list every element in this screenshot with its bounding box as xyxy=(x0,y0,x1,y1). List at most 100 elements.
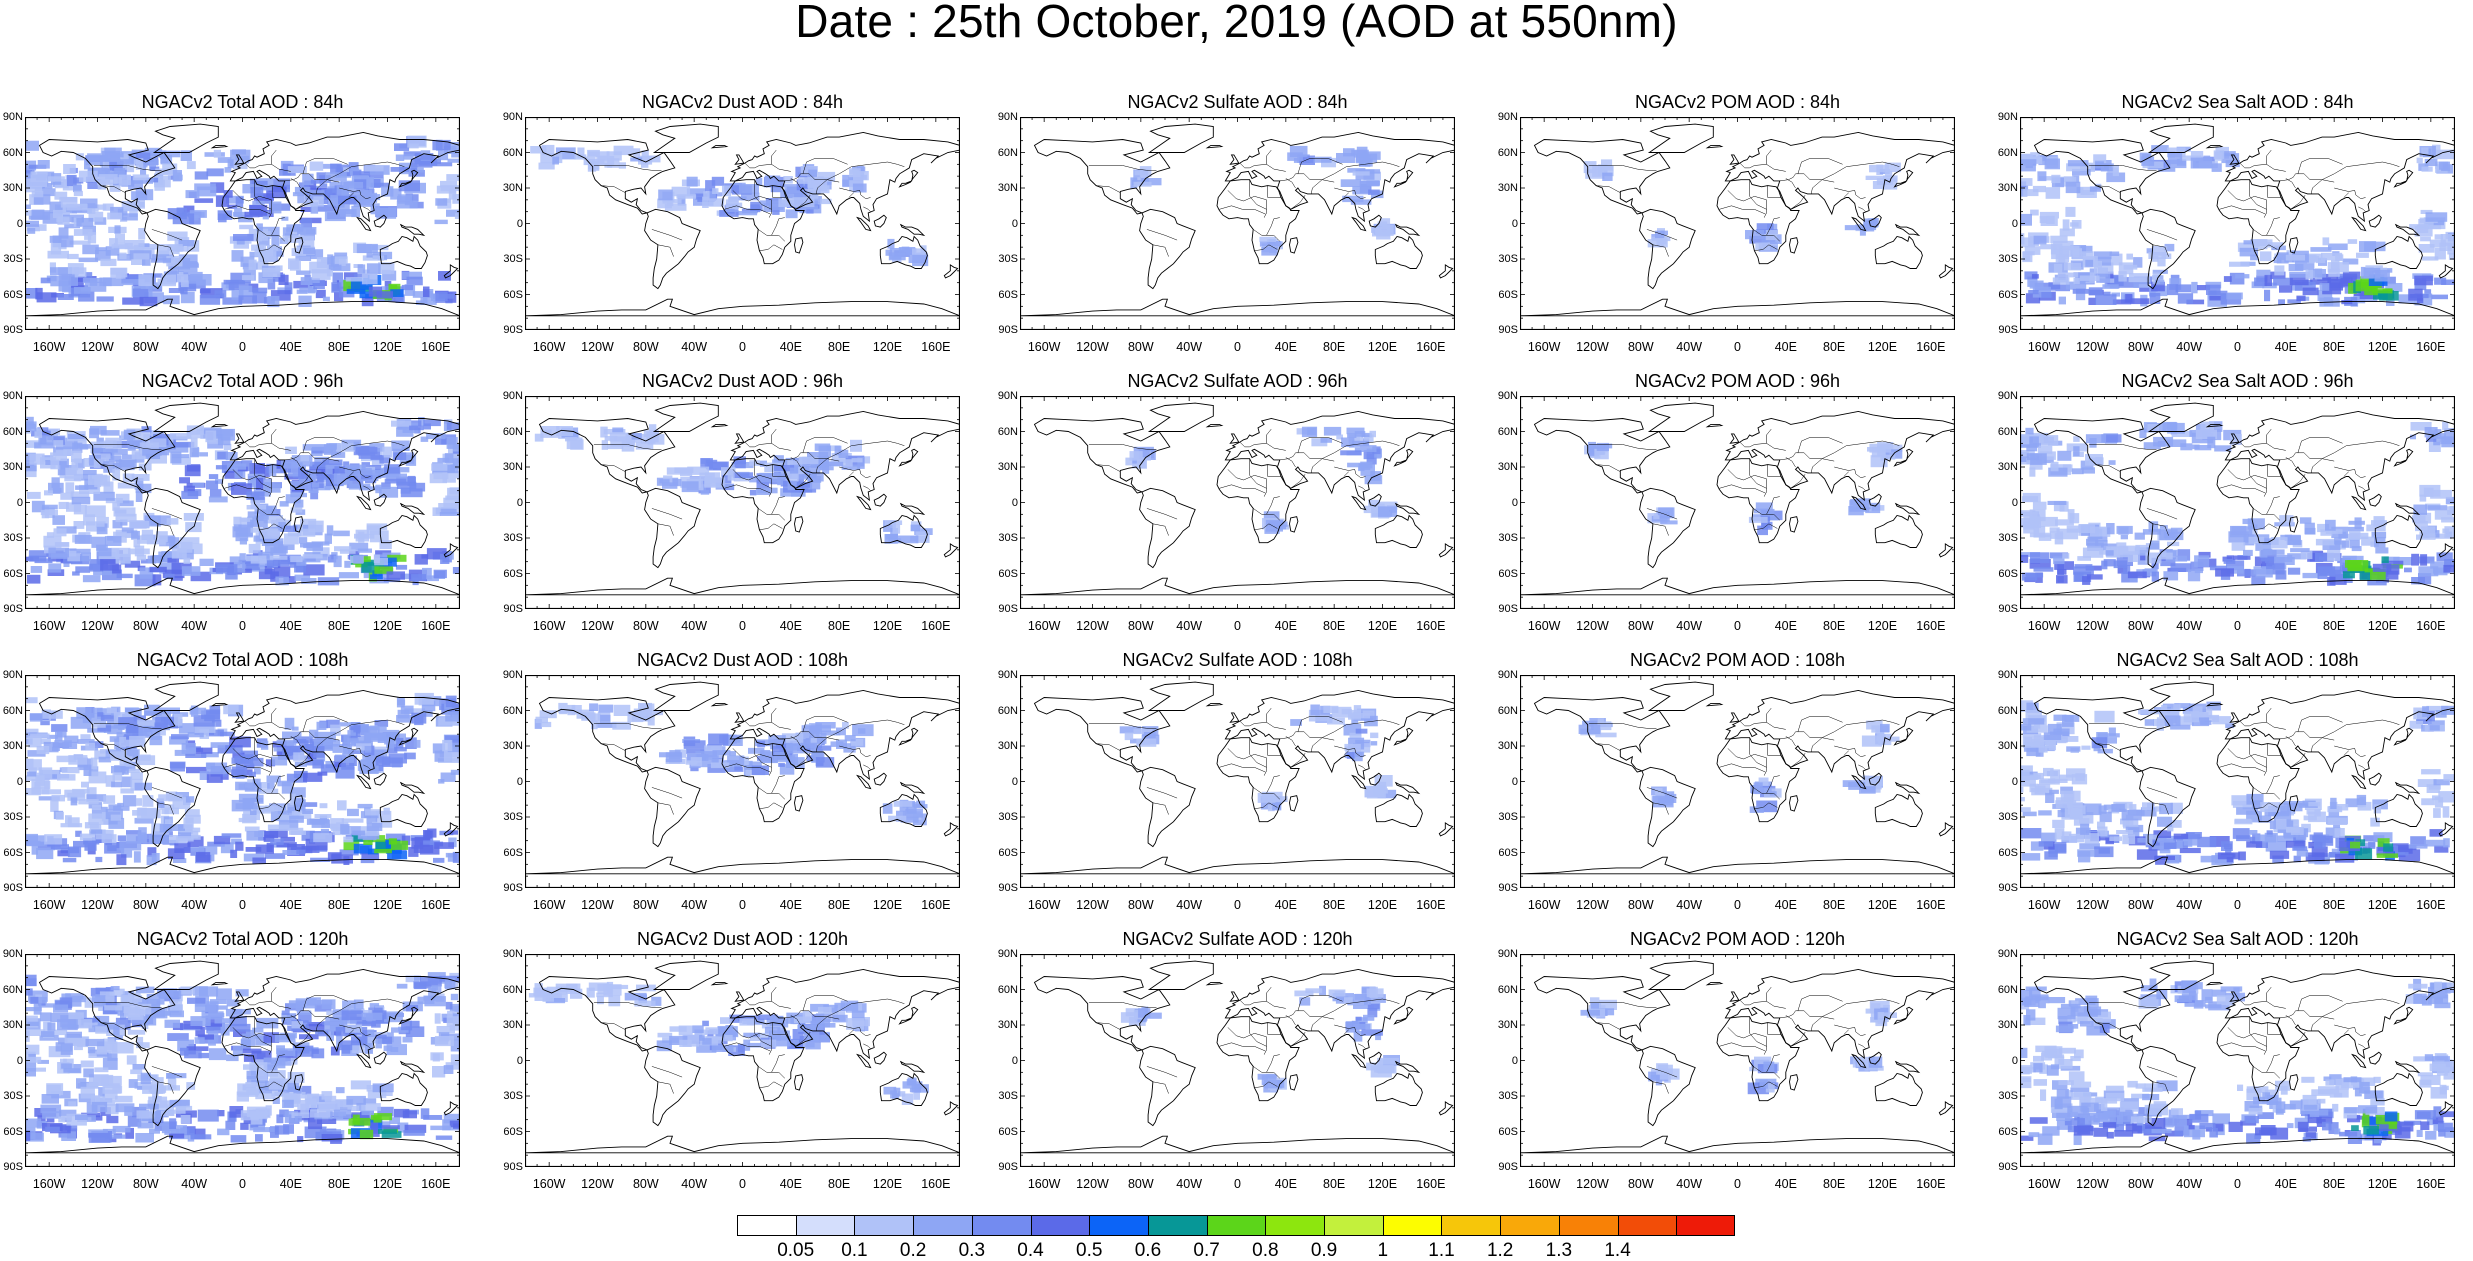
lon-tick-label: 160E xyxy=(1909,1178,1953,1190)
lat-tick-label: 60N xyxy=(499,427,523,438)
lon-tick-label: 120E xyxy=(1861,899,1905,911)
lon-tick-label: 0 xyxy=(221,341,265,353)
world-map xyxy=(525,117,960,330)
lon-tick-label: 120W xyxy=(1571,1178,1615,1190)
lat-tick-label: 60N xyxy=(1994,985,2018,996)
colorbar-swatch xyxy=(796,1215,855,1236)
lat-tick-label: 60N xyxy=(0,706,23,717)
lat-tick-label: 60S xyxy=(994,848,1018,859)
lon-tick-label: 40E xyxy=(1264,899,1308,911)
lon-tick-label: 40W xyxy=(672,620,716,632)
lat-tick-label: 60S xyxy=(1494,290,1518,301)
lon-tick-label: 0 xyxy=(721,620,765,632)
lon-tick-label: 80W xyxy=(624,620,668,632)
lat-tick-label: 90S xyxy=(499,1162,523,1173)
lat-tick-label: 60N xyxy=(0,427,23,438)
lat-tick-label: 30S xyxy=(0,812,23,823)
map-plot xyxy=(2020,675,2455,888)
map-plot xyxy=(25,675,460,888)
lon-tick-label: 80E xyxy=(317,620,361,632)
lat-tick-label: 60N xyxy=(499,706,523,717)
panel-title: NGACv2 Total AOD : 84h xyxy=(25,93,460,111)
lon-tick-label: 40E xyxy=(2264,899,2308,911)
lon-tick-label: 40W xyxy=(1167,620,1211,632)
lon-tick-label: 80W xyxy=(2119,1178,2163,1190)
lon-tick-label: 120E xyxy=(1361,1178,1405,1190)
lon-tick-label: 40W xyxy=(172,620,216,632)
lat-tick-label: 0 xyxy=(1994,219,2018,230)
lon-tick-label: 120W xyxy=(76,1178,120,1190)
lat-tick-label: 90N xyxy=(0,391,23,402)
lon-tick-label: 120W xyxy=(2071,341,2115,353)
lat-tick-label: 60N xyxy=(1994,148,2018,159)
lat-tick-label: 90N xyxy=(0,112,23,123)
lon-tick-label: 80W xyxy=(1619,1178,1663,1190)
lon-tick-label: 80E xyxy=(817,1178,861,1190)
lat-tick-label: 60S xyxy=(0,1127,23,1138)
lon-tick-label: 0 xyxy=(2216,620,2260,632)
lon-tick-label: 80W xyxy=(1619,899,1663,911)
colorbar-swatch xyxy=(1031,1215,1090,1236)
lat-tick-label: 60S xyxy=(994,569,1018,580)
lat-tick-label: 90S xyxy=(499,604,523,615)
aod-field xyxy=(2020,145,2455,307)
lon-tick-label: 120E xyxy=(866,341,910,353)
lon-tick-label: 160W xyxy=(2022,899,2066,911)
map-plot xyxy=(1520,954,1955,1167)
colorbar-label: 1.2 xyxy=(1470,1241,1530,1260)
map-plot xyxy=(1520,117,1955,330)
lon-tick-label: 80E xyxy=(817,341,861,353)
lon-tick-label: 160E xyxy=(414,899,458,911)
lat-tick-label: 60S xyxy=(499,290,523,301)
lon-tick-label: 120E xyxy=(1861,1178,1905,1190)
colorbar-label: 1.4 xyxy=(1588,1241,1648,1260)
lon-tick-label: 40E xyxy=(269,899,313,911)
map-plot xyxy=(525,954,960,1167)
panel-title: NGACv2 Sulfate AOD : 108h xyxy=(1020,651,1455,669)
lat-tick-label: 90S xyxy=(994,1162,1018,1173)
lon-tick-label: 120E xyxy=(1361,620,1405,632)
lon-tick-label: 40E xyxy=(2264,1178,2308,1190)
lon-tick-label: 0 xyxy=(1716,341,1760,353)
lat-tick-label: 30N xyxy=(0,741,23,752)
panel-title: NGACv2 Total AOD : 120h xyxy=(25,930,460,948)
colorbar-swatch xyxy=(1441,1215,1500,1236)
lat-tick-label: 30N xyxy=(1994,462,2018,473)
map-plot xyxy=(1520,675,1955,888)
colorbar-label: 1.3 xyxy=(1529,1241,1589,1260)
lat-tick-label: 30S xyxy=(1494,812,1518,823)
lat-tick-label: 30S xyxy=(1494,254,1518,265)
lon-tick-label: 160W xyxy=(27,899,71,911)
lat-tick-label: 0 xyxy=(1494,1056,1518,1067)
lon-tick-label: 160E xyxy=(2409,1178,2453,1190)
map-plot xyxy=(1020,675,1455,888)
lon-tick-label: 160E xyxy=(1409,899,1453,911)
map-plot xyxy=(2020,117,2455,330)
lon-tick-label: 160W xyxy=(2022,620,2066,632)
lat-tick-label: 30S xyxy=(994,1091,1018,1102)
colorbar-swatch xyxy=(1324,1215,1383,1236)
lon-tick-label: 80E xyxy=(1812,341,1856,353)
lon-tick-label: 160W xyxy=(2022,1178,2066,1190)
lat-tick-label: 60S xyxy=(1494,848,1518,859)
lat-tick-label: 0 xyxy=(1494,219,1518,230)
colorbar-label: 0.1 xyxy=(824,1241,884,1260)
lon-tick-label: 80E xyxy=(817,620,861,632)
lat-tick-label: 60N xyxy=(499,148,523,159)
lon-tick-label: 40E xyxy=(1264,341,1308,353)
aod-field xyxy=(2020,421,2455,586)
colorbar-swatch xyxy=(854,1215,913,1236)
lat-tick-label: 30S xyxy=(499,1091,523,1102)
coastlines xyxy=(1520,682,1955,874)
lon-tick-label: 40W xyxy=(1167,899,1211,911)
lat-tick-label: 0 xyxy=(0,1056,23,1067)
lon-tick-label: 80E xyxy=(1312,620,1356,632)
lon-tick-label: 80W xyxy=(124,620,168,632)
